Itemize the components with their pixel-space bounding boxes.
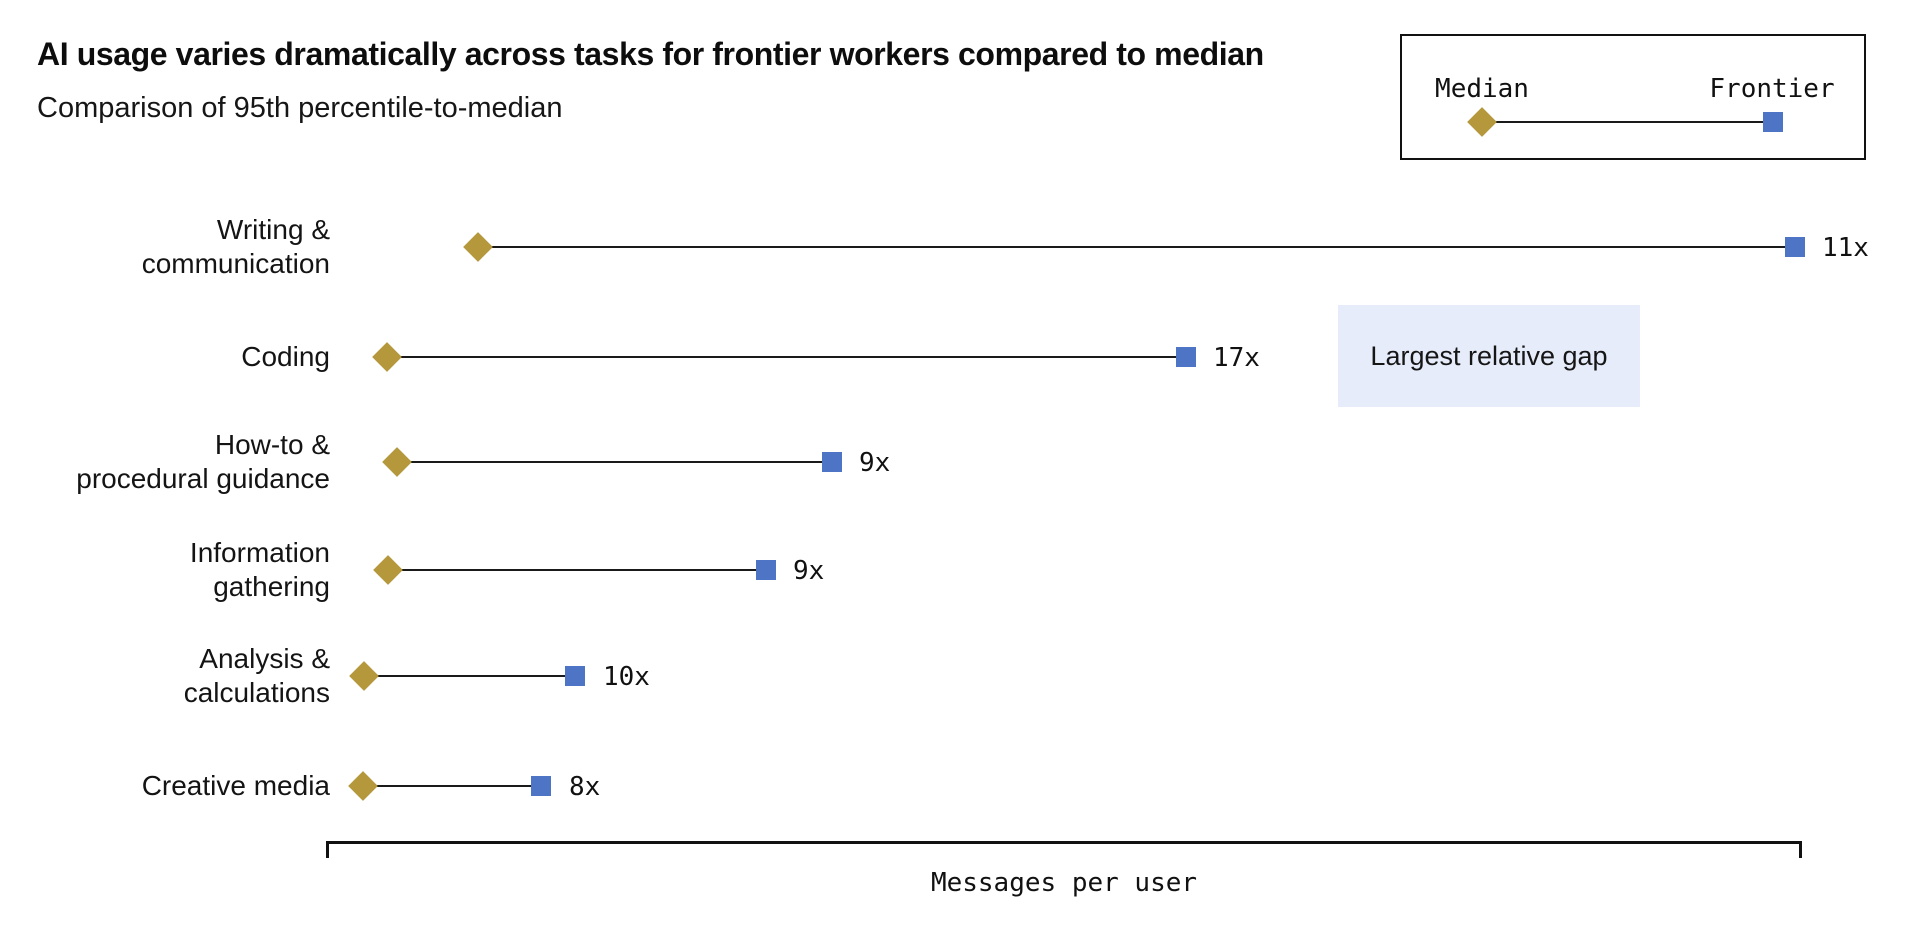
median-diamond-icon <box>348 771 378 801</box>
connector-line <box>387 356 1186 358</box>
frontier-square-icon <box>1785 237 1805 257</box>
x-axis-label: Messages per user <box>930 868 1198 898</box>
connector-line <box>478 246 1795 248</box>
median-diamond-icon <box>373 555 403 585</box>
legend-frontier-square-icon <box>1763 112 1783 132</box>
frontier-square-icon <box>756 560 776 580</box>
category-label: Writing & communication <box>141 214 330 279</box>
connector-line <box>388 569 766 571</box>
ratio-label: 9x <box>793 556 825 586</box>
legend-median-diamond-icon <box>1467 107 1497 137</box>
ratio-label: 10x <box>603 662 650 692</box>
connector-line <box>363 785 541 787</box>
ratio-label: 17x <box>1213 343 1260 373</box>
category-label: Creative media <box>141 770 330 801</box>
frontier-square-icon <box>565 666 585 686</box>
legend-median-label: Median <box>1435 74 1529 104</box>
ratio-label: 9x <box>859 448 891 478</box>
ratio-label: 8x <box>569 772 601 802</box>
connector-line <box>397 461 832 463</box>
x-axis-bracket <box>326 841 1802 858</box>
median-diamond-icon <box>463 232 493 262</box>
connector-line <box>364 675 575 677</box>
category-label: Analysis & calculations <box>183 643 330 708</box>
ratio-label: 11x <box>1822 233 1869 263</box>
category-label: How-to & procedural guidance <box>76 429 330 494</box>
median-diamond-icon <box>349 661 379 691</box>
legend-frontier-label: Frontier <box>1709 74 1835 104</box>
category-label: Coding <box>241 341 330 372</box>
frontier-square-icon <box>531 776 551 796</box>
frontier-square-icon <box>822 452 842 472</box>
chart-subtitle: Comparison of 95th percentile-to-median <box>37 92 563 124</box>
legend-box: Median Frontier <box>1400 34 1866 160</box>
category-label: Information gathering <box>189 537 330 602</box>
median-diamond-icon <box>382 447 412 477</box>
annotation-largest-relative-gap: Largest relative gap <box>1338 305 1640 407</box>
legend-connector-line <box>1482 121 1773 123</box>
frontier-square-icon <box>1176 347 1196 367</box>
median-diamond-icon <box>372 342 402 372</box>
chart-title: AI usage varies dramatically across task… <box>37 36 1264 72</box>
